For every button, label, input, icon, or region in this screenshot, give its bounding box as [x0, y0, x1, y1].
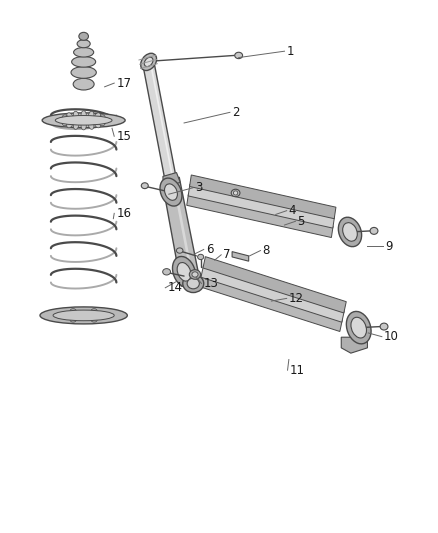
- Text: 14: 14: [167, 281, 183, 294]
- Ellipse shape: [53, 310, 114, 321]
- Ellipse shape: [144, 57, 153, 67]
- Ellipse shape: [79, 33, 88, 41]
- Text: 1: 1: [287, 45, 294, 58]
- Ellipse shape: [67, 113, 73, 120]
- Polygon shape: [201, 266, 344, 322]
- Ellipse shape: [231, 189, 240, 197]
- Ellipse shape: [72, 56, 95, 67]
- Ellipse shape: [235, 52, 243, 59]
- Ellipse shape: [67, 120, 73, 128]
- Ellipse shape: [141, 53, 157, 70]
- Text: 9: 9: [385, 240, 392, 253]
- Text: 4: 4: [289, 204, 297, 217]
- Ellipse shape: [62, 115, 69, 122]
- Polygon shape: [144, 66, 176, 181]
- Text: 2: 2: [232, 106, 240, 119]
- Ellipse shape: [88, 121, 94, 130]
- Ellipse shape: [183, 274, 204, 293]
- Ellipse shape: [338, 217, 362, 247]
- Text: 16: 16: [117, 207, 131, 220]
- Ellipse shape: [343, 223, 357, 241]
- Text: 5: 5: [297, 215, 305, 228]
- Ellipse shape: [71, 67, 96, 78]
- Ellipse shape: [74, 111, 79, 119]
- Ellipse shape: [74, 121, 79, 130]
- Ellipse shape: [60, 313, 66, 318]
- Ellipse shape: [177, 263, 191, 281]
- Ellipse shape: [91, 309, 97, 313]
- Ellipse shape: [380, 323, 388, 330]
- Ellipse shape: [42, 113, 125, 128]
- Ellipse shape: [95, 113, 101, 120]
- Text: 12: 12: [289, 292, 304, 305]
- Ellipse shape: [100, 117, 107, 124]
- Text: 7: 7: [223, 248, 231, 261]
- Ellipse shape: [77, 40, 90, 48]
- Polygon shape: [203, 257, 346, 313]
- Ellipse shape: [40, 307, 127, 324]
- Polygon shape: [188, 184, 335, 228]
- Polygon shape: [232, 252, 249, 261]
- Ellipse shape: [70, 309, 76, 313]
- Ellipse shape: [165, 184, 177, 200]
- Ellipse shape: [91, 318, 97, 322]
- Ellipse shape: [81, 111, 86, 119]
- Ellipse shape: [187, 278, 199, 289]
- Ellipse shape: [177, 248, 183, 253]
- Polygon shape: [150, 66, 174, 179]
- Text: 15: 15: [117, 130, 131, 143]
- Ellipse shape: [55, 116, 112, 125]
- Ellipse shape: [62, 119, 69, 126]
- Polygon shape: [163, 173, 180, 187]
- Ellipse shape: [73, 78, 94, 90]
- Text: 3: 3: [195, 181, 202, 195]
- Ellipse shape: [160, 178, 182, 206]
- Polygon shape: [190, 175, 336, 219]
- Ellipse shape: [351, 317, 367, 338]
- Text: 13: 13: [204, 277, 219, 290]
- Text: 10: 10: [384, 330, 399, 343]
- Polygon shape: [199, 275, 342, 332]
- Ellipse shape: [74, 47, 94, 57]
- Ellipse shape: [102, 313, 108, 318]
- Ellipse shape: [60, 117, 67, 124]
- Ellipse shape: [99, 119, 105, 126]
- Polygon shape: [341, 337, 367, 353]
- Ellipse shape: [162, 269, 170, 275]
- Ellipse shape: [95, 120, 101, 128]
- Text: 6: 6: [206, 243, 213, 256]
- Ellipse shape: [192, 272, 198, 277]
- Polygon shape: [162, 177, 200, 286]
- Ellipse shape: [370, 228, 378, 235]
- Ellipse shape: [81, 122, 86, 130]
- Ellipse shape: [173, 256, 196, 287]
- Ellipse shape: [346, 311, 371, 344]
- Ellipse shape: [198, 254, 204, 260]
- Ellipse shape: [189, 270, 201, 279]
- Ellipse shape: [70, 318, 76, 322]
- Ellipse shape: [233, 191, 238, 195]
- Text: 17: 17: [117, 77, 131, 90]
- Ellipse shape: [99, 115, 105, 122]
- Polygon shape: [187, 194, 333, 238]
- Ellipse shape: [141, 183, 148, 189]
- Polygon shape: [172, 179, 194, 283]
- Text: 8: 8: [263, 244, 270, 257]
- Text: 11: 11: [290, 364, 305, 377]
- Ellipse shape: [88, 111, 94, 119]
